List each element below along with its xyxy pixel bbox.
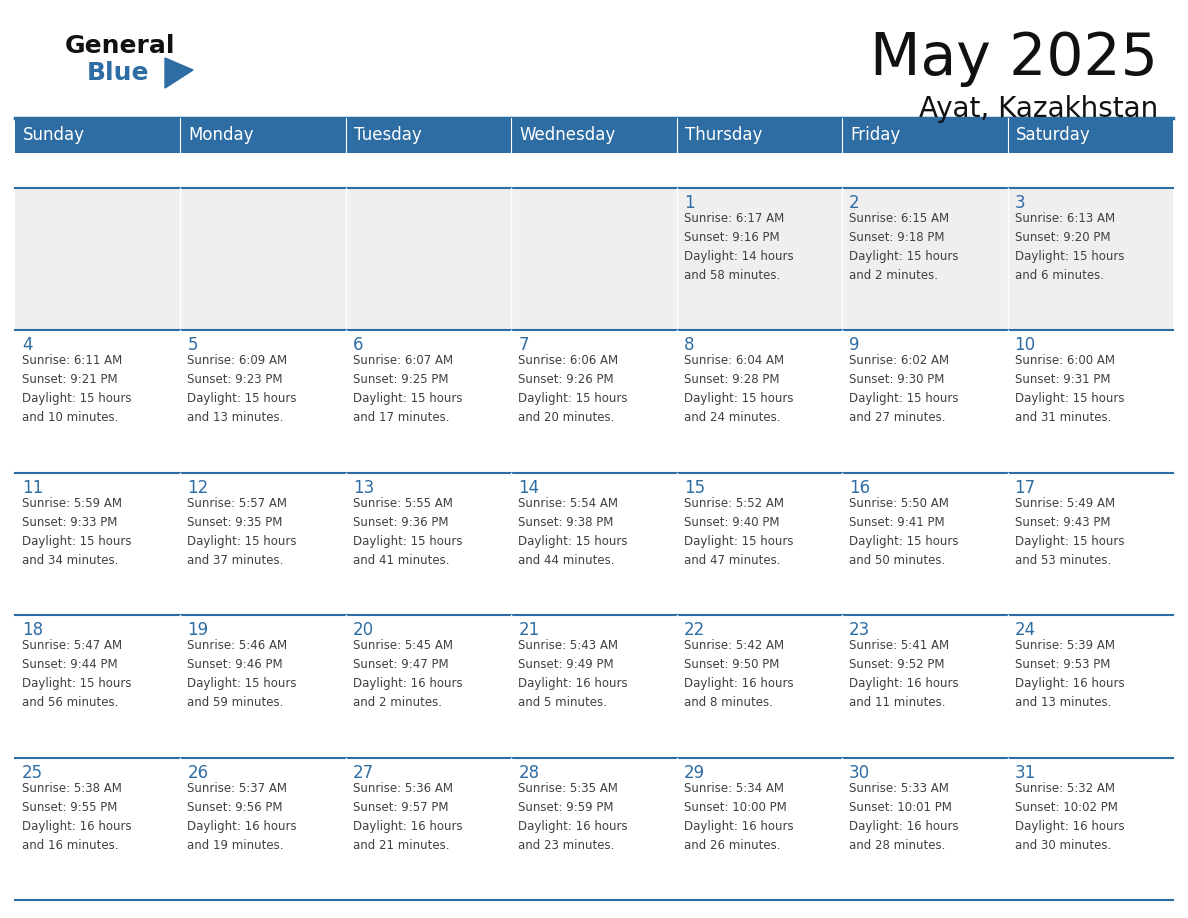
Text: 22: 22 xyxy=(684,621,704,639)
Text: Ayat, Kazakhstan: Ayat, Kazakhstan xyxy=(918,95,1158,123)
Text: 13: 13 xyxy=(353,479,374,497)
Text: 10: 10 xyxy=(1015,336,1036,354)
Text: 24: 24 xyxy=(1015,621,1036,639)
Text: 30: 30 xyxy=(849,764,871,781)
Text: 4: 4 xyxy=(23,336,32,354)
Text: Tuesday: Tuesday xyxy=(354,127,422,144)
Text: 16: 16 xyxy=(849,479,871,497)
Text: 7: 7 xyxy=(518,336,529,354)
Text: Thursday: Thursday xyxy=(684,127,762,144)
Text: Sunrise: 5:39 AM
Sunset: 9:53 PM
Daylight: 16 hours
and 13 minutes.: Sunrise: 5:39 AM Sunset: 9:53 PM Dayligh… xyxy=(1015,639,1124,710)
Text: Sunrise: 5:55 AM
Sunset: 9:36 PM
Daylight: 15 hours
and 41 minutes.: Sunrise: 5:55 AM Sunset: 9:36 PM Dayligh… xyxy=(353,497,462,566)
Text: Sunrise: 5:59 AM
Sunset: 9:33 PM
Daylight: 15 hours
and 34 minutes.: Sunrise: 5:59 AM Sunset: 9:33 PM Dayligh… xyxy=(23,497,132,566)
Text: Sunrise: 6:15 AM
Sunset: 9:18 PM
Daylight: 15 hours
and 2 minutes.: Sunrise: 6:15 AM Sunset: 9:18 PM Dayligh… xyxy=(849,212,959,282)
Text: 6: 6 xyxy=(353,336,364,354)
Text: Sunrise: 5:37 AM
Sunset: 9:56 PM
Daylight: 16 hours
and 19 minutes.: Sunrise: 5:37 AM Sunset: 9:56 PM Dayligh… xyxy=(188,781,297,852)
Text: Sunrise: 6:04 AM
Sunset: 9:28 PM
Daylight: 15 hours
and 24 minutes.: Sunrise: 6:04 AM Sunset: 9:28 PM Dayligh… xyxy=(684,354,794,424)
Text: 19: 19 xyxy=(188,621,209,639)
Bar xyxy=(15,615,1173,757)
Text: 20: 20 xyxy=(353,621,374,639)
Text: 12: 12 xyxy=(188,479,209,497)
Text: General: General xyxy=(65,34,176,58)
Text: Sunrise: 5:35 AM
Sunset: 9:59 PM
Daylight: 16 hours
and 23 minutes.: Sunrise: 5:35 AM Sunset: 9:59 PM Dayligh… xyxy=(518,781,628,852)
Text: Sunrise: 6:00 AM
Sunset: 9:31 PM
Daylight: 15 hours
and 31 minutes.: Sunrise: 6:00 AM Sunset: 9:31 PM Dayligh… xyxy=(1015,354,1124,424)
Text: Blue: Blue xyxy=(87,61,150,85)
Polygon shape xyxy=(165,58,192,88)
Text: 3: 3 xyxy=(1015,194,1025,212)
Text: Sunrise: 5:57 AM
Sunset: 9:35 PM
Daylight: 15 hours
and 37 minutes.: Sunrise: 5:57 AM Sunset: 9:35 PM Dayligh… xyxy=(188,497,297,566)
Text: Sunrise: 5:54 AM
Sunset: 9:38 PM
Daylight: 15 hours
and 44 minutes.: Sunrise: 5:54 AM Sunset: 9:38 PM Dayligh… xyxy=(518,497,627,566)
Text: 28: 28 xyxy=(518,764,539,781)
Text: 29: 29 xyxy=(684,764,704,781)
Text: Sunrise: 5:46 AM
Sunset: 9:46 PM
Daylight: 15 hours
and 59 minutes.: Sunrise: 5:46 AM Sunset: 9:46 PM Dayligh… xyxy=(188,639,297,710)
Text: Sunrise: 5:34 AM
Sunset: 10:00 PM
Daylight: 16 hours
and 26 minutes.: Sunrise: 5:34 AM Sunset: 10:00 PM Daylig… xyxy=(684,781,794,852)
Text: Sunrise: 6:07 AM
Sunset: 9:25 PM
Daylight: 15 hours
and 17 minutes.: Sunrise: 6:07 AM Sunset: 9:25 PM Dayligh… xyxy=(353,354,462,424)
Text: Sunrise: 6:13 AM
Sunset: 9:20 PM
Daylight: 15 hours
and 6 minutes.: Sunrise: 6:13 AM Sunset: 9:20 PM Dayligh… xyxy=(1015,212,1124,282)
Text: Sunrise: 6:11 AM
Sunset: 9:21 PM
Daylight: 15 hours
and 10 minutes.: Sunrise: 6:11 AM Sunset: 9:21 PM Dayligh… xyxy=(23,354,132,424)
Text: May 2025: May 2025 xyxy=(870,30,1158,87)
Text: Sunrise: 5:32 AM
Sunset: 10:02 PM
Daylight: 16 hours
and 30 minutes.: Sunrise: 5:32 AM Sunset: 10:02 PM Daylig… xyxy=(1015,781,1124,852)
Text: Sunday: Sunday xyxy=(23,127,86,144)
Text: Monday: Monday xyxy=(189,127,254,144)
Text: Sunrise: 6:17 AM
Sunset: 9:16 PM
Daylight: 14 hours
and 58 minutes.: Sunrise: 6:17 AM Sunset: 9:16 PM Dayligh… xyxy=(684,212,794,282)
Text: Sunrise: 5:38 AM
Sunset: 9:55 PM
Daylight: 16 hours
and 16 minutes.: Sunrise: 5:38 AM Sunset: 9:55 PM Dayligh… xyxy=(23,781,132,852)
Text: Sunrise: 5:33 AM
Sunset: 10:01 PM
Daylight: 16 hours
and 28 minutes.: Sunrise: 5:33 AM Sunset: 10:01 PM Daylig… xyxy=(849,781,959,852)
Text: Sunrise: 5:42 AM
Sunset: 9:50 PM
Daylight: 16 hours
and 8 minutes.: Sunrise: 5:42 AM Sunset: 9:50 PM Dayligh… xyxy=(684,639,794,710)
Text: 2: 2 xyxy=(849,194,860,212)
Text: Sunrise: 6:02 AM
Sunset: 9:30 PM
Daylight: 15 hours
and 27 minutes.: Sunrise: 6:02 AM Sunset: 9:30 PM Dayligh… xyxy=(849,354,959,424)
Text: 25: 25 xyxy=(23,764,43,781)
Text: Sunrise: 5:49 AM
Sunset: 9:43 PM
Daylight: 15 hours
and 53 minutes.: Sunrise: 5:49 AM Sunset: 9:43 PM Dayligh… xyxy=(1015,497,1124,566)
Bar xyxy=(15,330,1173,473)
Text: Sunrise: 5:47 AM
Sunset: 9:44 PM
Daylight: 15 hours
and 56 minutes.: Sunrise: 5:47 AM Sunset: 9:44 PM Dayligh… xyxy=(23,639,132,710)
Text: 15: 15 xyxy=(684,479,704,497)
Text: 17: 17 xyxy=(1015,479,1036,497)
Text: 21: 21 xyxy=(518,621,539,639)
Text: 27: 27 xyxy=(353,764,374,781)
Bar xyxy=(15,757,1173,900)
Bar xyxy=(15,473,1173,615)
Text: 31: 31 xyxy=(1015,764,1036,781)
Text: 1: 1 xyxy=(684,194,694,212)
Bar xyxy=(15,118,1173,153)
Text: 5: 5 xyxy=(188,336,198,354)
Text: Sunrise: 5:43 AM
Sunset: 9:49 PM
Daylight: 16 hours
and 5 minutes.: Sunrise: 5:43 AM Sunset: 9:49 PM Dayligh… xyxy=(518,639,628,710)
Text: 26: 26 xyxy=(188,764,209,781)
Text: Sunrise: 6:06 AM
Sunset: 9:26 PM
Daylight: 15 hours
and 20 minutes.: Sunrise: 6:06 AM Sunset: 9:26 PM Dayligh… xyxy=(518,354,627,424)
Text: Sunrise: 5:36 AM
Sunset: 9:57 PM
Daylight: 16 hours
and 21 minutes.: Sunrise: 5:36 AM Sunset: 9:57 PM Dayligh… xyxy=(353,781,462,852)
Text: 14: 14 xyxy=(518,479,539,497)
Text: Sunrise: 6:09 AM
Sunset: 9:23 PM
Daylight: 15 hours
and 13 minutes.: Sunrise: 6:09 AM Sunset: 9:23 PM Dayligh… xyxy=(188,354,297,424)
Text: Saturday: Saturday xyxy=(1016,127,1091,144)
Text: Sunrise: 5:41 AM
Sunset: 9:52 PM
Daylight: 16 hours
and 11 minutes.: Sunrise: 5:41 AM Sunset: 9:52 PM Dayligh… xyxy=(849,639,959,710)
Text: 18: 18 xyxy=(23,621,43,639)
Text: Sunrise: 5:45 AM
Sunset: 9:47 PM
Daylight: 16 hours
and 2 minutes.: Sunrise: 5:45 AM Sunset: 9:47 PM Dayligh… xyxy=(353,639,462,710)
Text: 11: 11 xyxy=(23,479,43,497)
Text: Sunrise: 5:50 AM
Sunset: 9:41 PM
Daylight: 15 hours
and 50 minutes.: Sunrise: 5:50 AM Sunset: 9:41 PM Dayligh… xyxy=(849,497,959,566)
Text: 8: 8 xyxy=(684,336,694,354)
Text: 23: 23 xyxy=(849,621,871,639)
Text: Friday: Friday xyxy=(851,127,901,144)
Text: Sunrise: 5:52 AM
Sunset: 9:40 PM
Daylight: 15 hours
and 47 minutes.: Sunrise: 5:52 AM Sunset: 9:40 PM Dayligh… xyxy=(684,497,794,566)
Text: 9: 9 xyxy=(849,336,860,354)
Text: Wednesday: Wednesday xyxy=(519,127,615,144)
Bar xyxy=(15,188,1173,330)
